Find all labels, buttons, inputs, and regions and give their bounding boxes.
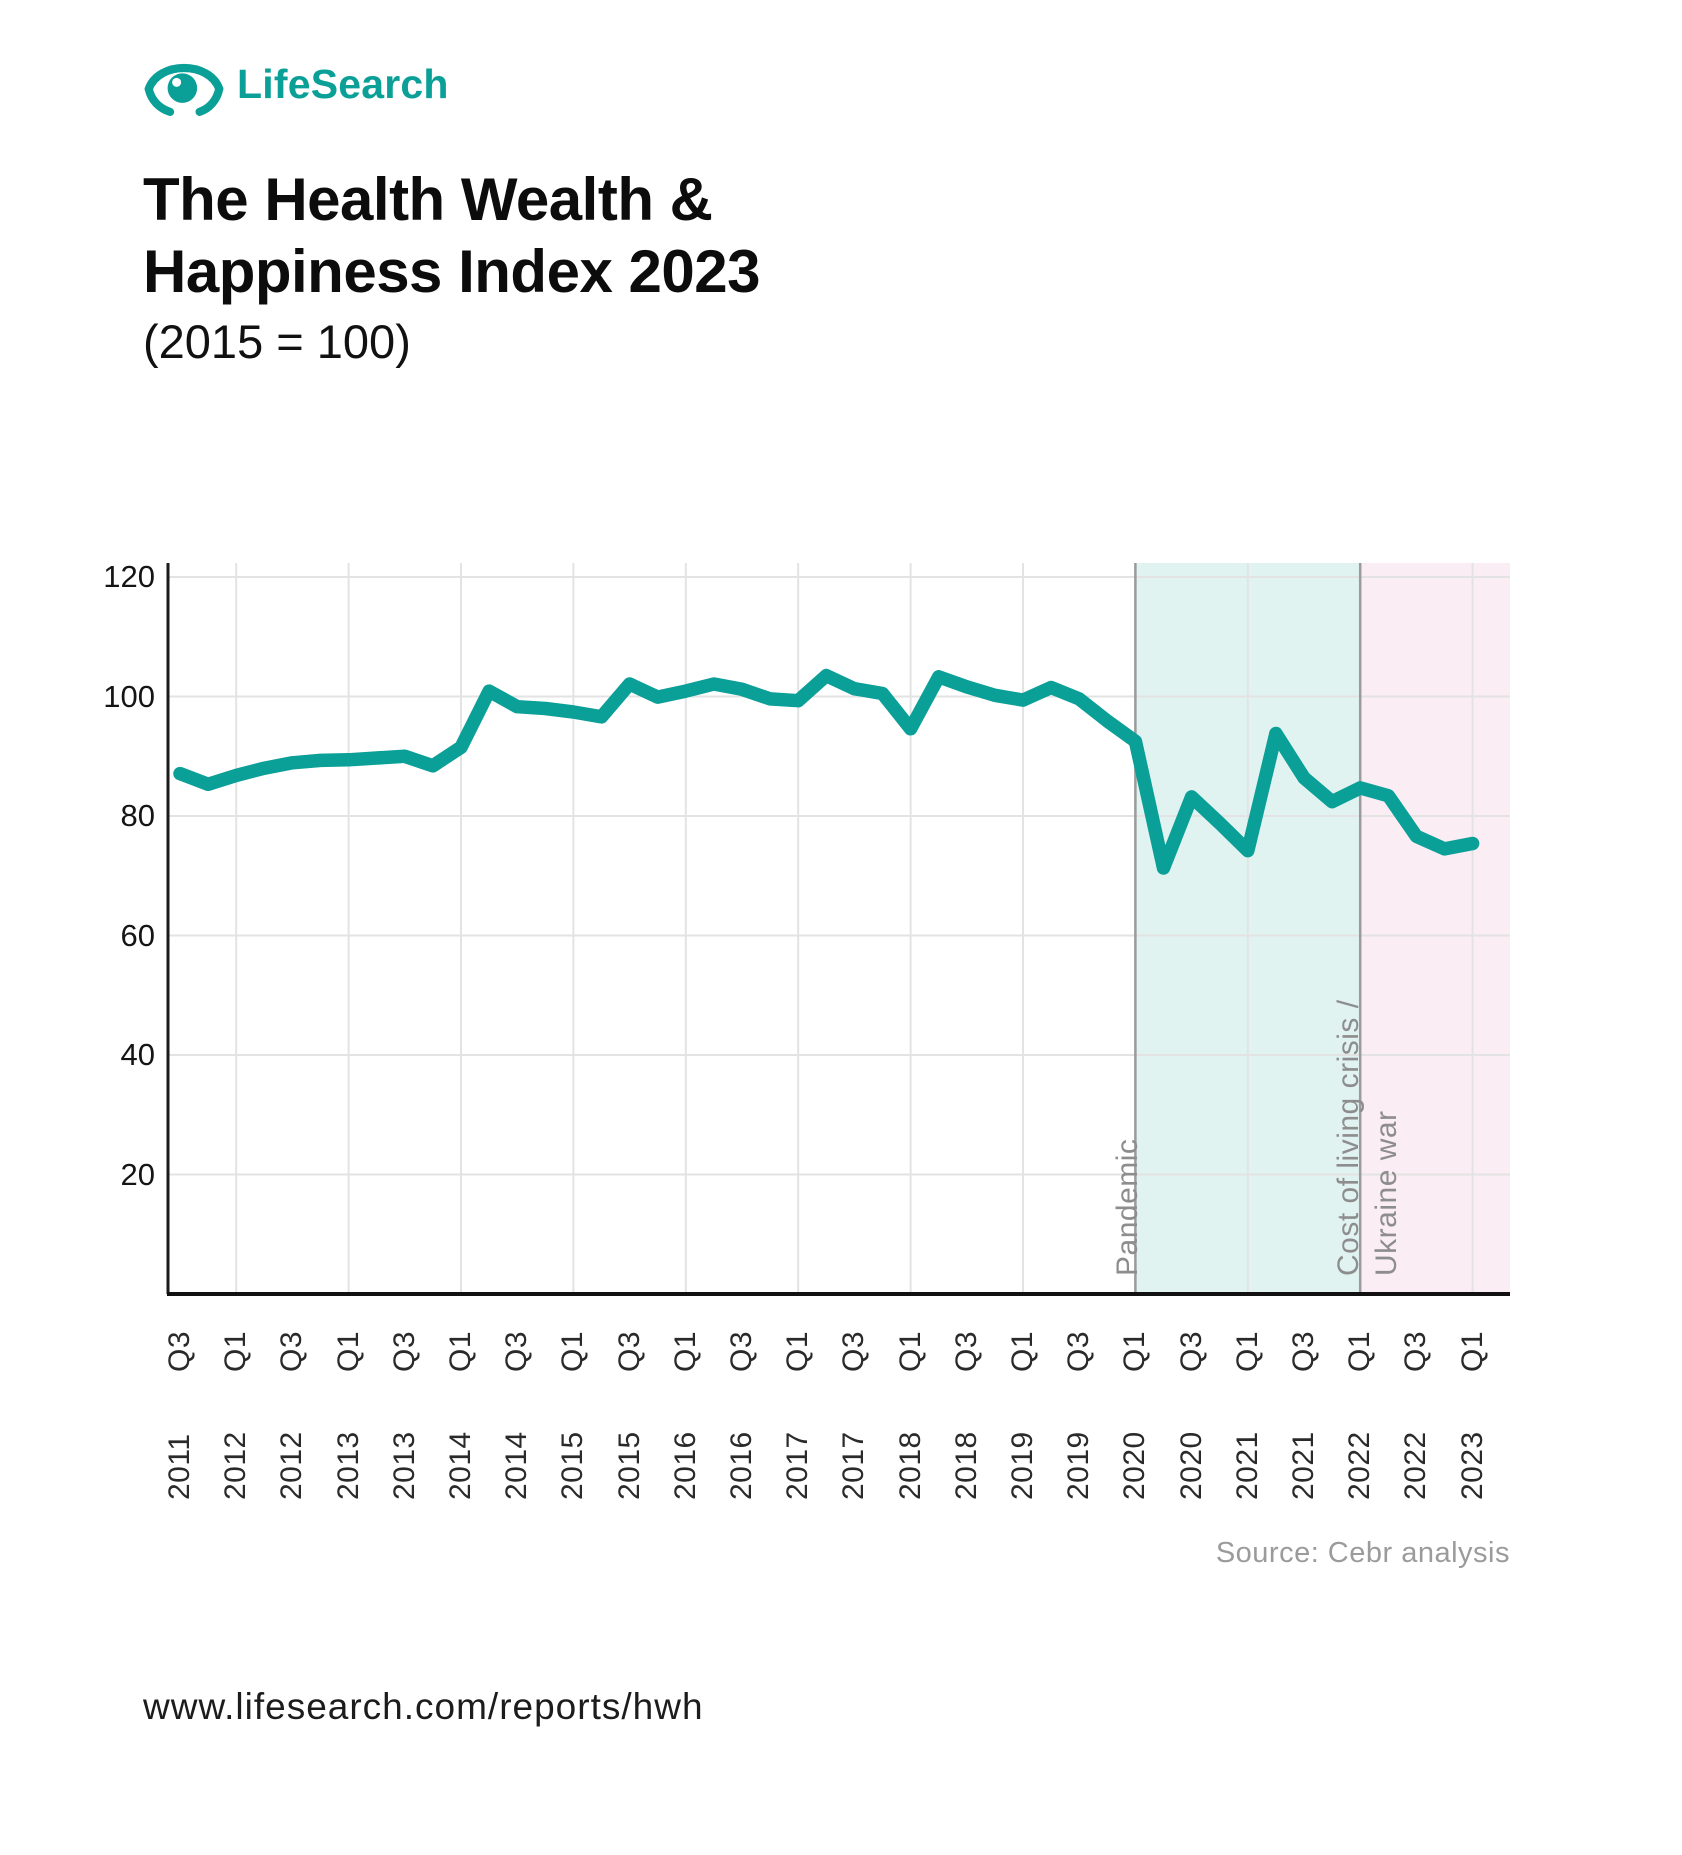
brand-name: LifeSearch — [237, 60, 449, 107]
chart-title-block: The Health Wealth & Happiness Index 2023… — [143, 164, 760, 372]
index-series-line — [173, 668, 1480, 875]
source-caption: Source: Cebr analysis — [1215, 1537, 1510, 1569]
title-line-2: Happiness Index 2023 — [143, 238, 760, 305]
report-url: www.lifesearch.com/reports/hwh — [143, 1686, 704, 1727]
cost-of-living-region — [1360, 563, 1510, 1294]
title-subtitle: (2015 = 100) — [143, 315, 411, 368]
eye-icon — [144, 64, 224, 116]
lifesearch-logo: LifeSearch — [143, 50, 449, 118]
title-line-1: The Health Wealth & — [143, 166, 713, 233]
